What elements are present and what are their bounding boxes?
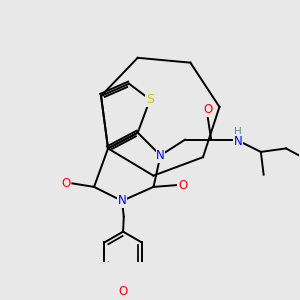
- Text: O: O: [203, 103, 212, 116]
- Text: O: O: [178, 178, 187, 192]
- Text: N: N: [234, 135, 242, 148]
- Text: N: N: [118, 194, 126, 207]
- Text: H: H: [234, 127, 242, 137]
- Text: N: N: [156, 149, 165, 162]
- Text: S: S: [146, 93, 154, 106]
- Text: O: O: [118, 285, 128, 298]
- Text: O: O: [61, 177, 71, 190]
